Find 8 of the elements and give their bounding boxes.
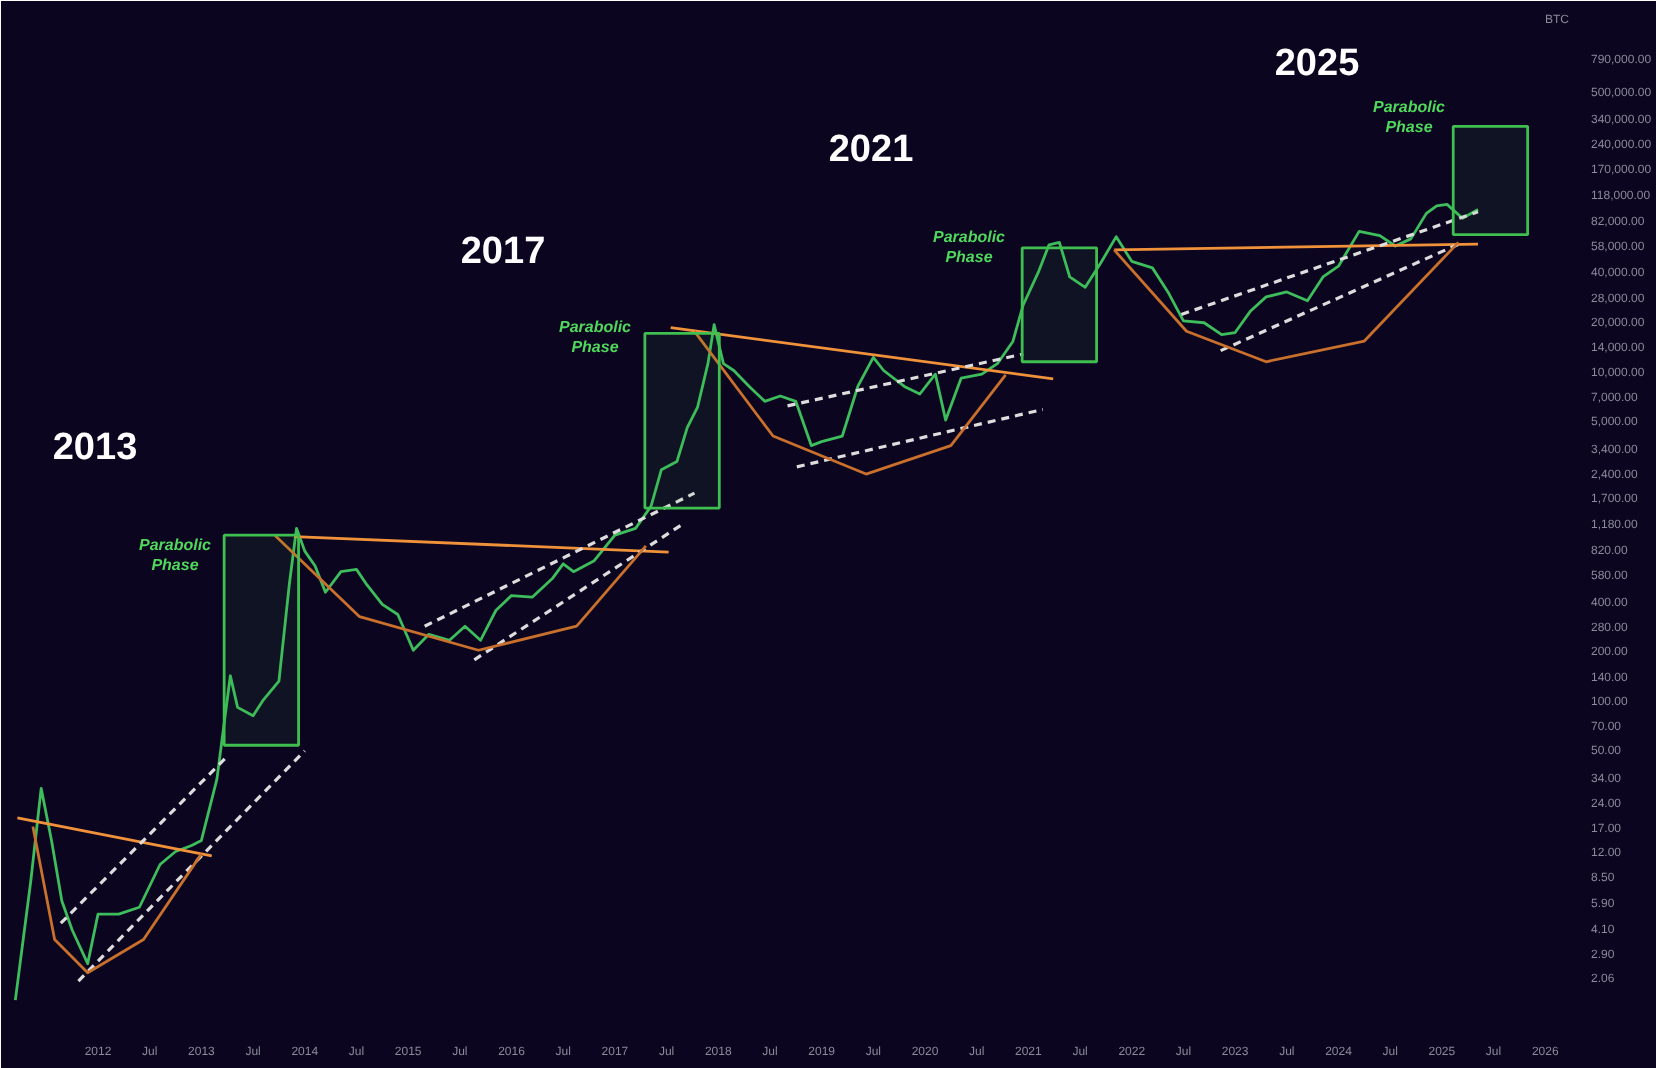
annotation: 2013 — [52, 427, 138, 469]
annotation: 2021 — [828, 129, 915, 171]
annotation: Parabolic Phase — [1372, 98, 1447, 136]
annotation: 2017 — [460, 231, 546, 273]
annotation: Parabolic Phase — [138, 536, 213, 574]
annotation: Parabolic Phase — [932, 228, 1007, 266]
annotation: Parabolic Phase — [558, 318, 633, 356]
annotation: 2025 — [1274, 43, 1361, 85]
